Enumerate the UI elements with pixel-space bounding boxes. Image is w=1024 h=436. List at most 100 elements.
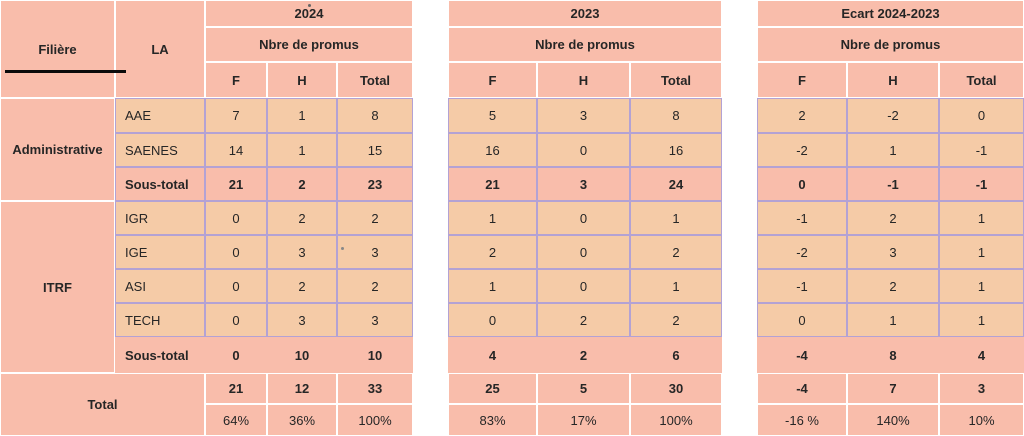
total-cell: 7: [847, 373, 939, 404]
table-cell: -2: [757, 235, 847, 269]
subtotal-cell: 2: [537, 337, 630, 373]
la-label-cell: IGR: [115, 201, 205, 235]
subtotal-cell: -4: [757, 337, 847, 373]
total-cell: 12: [267, 373, 337, 404]
table-cell: 16: [448, 133, 537, 167]
table-cell: 1: [267, 98, 337, 133]
table-cell: 2: [267, 269, 337, 303]
total-cell: 33: [337, 373, 413, 404]
total-percent-cell: 83%: [448, 404, 537, 436]
section-itrf-cell: ITRF: [0, 201, 115, 373]
table-cell: 15: [337, 133, 413, 167]
total-label-cell: Total: [0, 373, 205, 436]
group-subtitle-2024: Nbre de promus: [205, 27, 413, 62]
table-cell: -1: [757, 201, 847, 235]
table-cell: 2: [757, 98, 847, 133]
group-subtitle-ecart: Nbre de promus: [757, 27, 1024, 62]
col-header-total: Total: [630, 62, 722, 98]
la-label-cell: IGE: [115, 235, 205, 269]
subtotal-cell: 21: [448, 167, 537, 201]
la-label-cell: ASI: [115, 269, 205, 303]
table-cell: 3: [267, 235, 337, 269]
table-cell: 2: [847, 201, 939, 235]
table-cell: 1: [939, 303, 1024, 337]
subtotal-cell: -1: [847, 167, 939, 201]
total-cell: 21: [205, 373, 267, 404]
total-percent-cell: 140%: [847, 404, 939, 436]
total-percent-cell: -16 %: [757, 404, 847, 436]
table-cell: 1: [448, 269, 537, 303]
table-cell: 3: [537, 98, 630, 133]
total-percent-cell: 100%: [630, 404, 722, 436]
table-cell: 3: [847, 235, 939, 269]
table-cell: 0: [205, 303, 267, 337]
table-cell: 1: [939, 201, 1024, 235]
table-cell: 1: [267, 133, 337, 167]
subtotal-cell: 23: [337, 167, 413, 201]
group-subtitle-2023: Nbre de promus: [448, 27, 722, 62]
subtotal-cell: 8: [847, 337, 939, 373]
table-cell: 0: [205, 235, 267, 269]
table-cell: 0: [537, 235, 630, 269]
table-cell: 1: [939, 269, 1024, 303]
subtotal-cell: 4: [939, 337, 1024, 373]
col-header-h: H: [267, 62, 337, 98]
subtotal-cell: 3: [537, 167, 630, 201]
table-cell: 0: [537, 133, 630, 167]
subtotal-cell: 24: [630, 167, 722, 201]
la-header-cell: LA: [115, 0, 205, 98]
col-header-total: Total: [939, 62, 1024, 98]
table-cell: 1: [630, 269, 722, 303]
table-cell: 7: [205, 98, 267, 133]
table-cell: -1: [939, 133, 1024, 167]
table-cell: 8: [630, 98, 722, 133]
col-header-f: F: [205, 62, 267, 98]
table-cell: 16: [630, 133, 722, 167]
table-cell: 0: [448, 303, 537, 337]
table-cell: 2: [630, 303, 722, 337]
filiere-header-cell: Filière: [0, 0, 115, 98]
table-cell: 3: [337, 235, 413, 269]
dot-artifact: [308, 4, 311, 7]
table-cell: 1: [939, 235, 1024, 269]
la-label-cell: TECH: [115, 303, 205, 337]
subtotal-cell: 4: [448, 337, 537, 373]
table-cell: 0: [205, 201, 267, 235]
subtotal-cell: 10: [267, 337, 337, 373]
table-cell: 2: [448, 235, 537, 269]
table-cell: 3: [337, 303, 413, 337]
col-header-total: Total: [337, 62, 413, 98]
table-cell: -2: [757, 133, 847, 167]
total-percent-cell: 100%: [337, 404, 413, 436]
col-header-f: F: [757, 62, 847, 98]
subtotal-cell: 10: [337, 337, 413, 373]
group-title-2023: 2023: [448, 0, 722, 27]
total-cell: -4: [757, 373, 847, 404]
subtotal-cell: -1: [939, 167, 1024, 201]
table-cell: 1: [847, 303, 939, 337]
table-cell: 2: [337, 201, 413, 235]
table-cell: 1: [630, 201, 722, 235]
total-percent-cell: 17%: [537, 404, 630, 436]
total-percent-cell: 64%: [205, 404, 267, 436]
table-cell: 2: [847, 269, 939, 303]
table-cell: 2: [267, 201, 337, 235]
subtotal-cell: 6: [630, 337, 722, 373]
la-label-cell: AAE: [115, 98, 205, 133]
table-cell: 0: [939, 98, 1024, 133]
table-cell: -2: [847, 98, 939, 133]
subtotal-cell: 0: [205, 337, 267, 373]
col-header-h: H: [537, 62, 630, 98]
filiere-underline: [5, 70, 126, 73]
table-cell: 0: [205, 269, 267, 303]
table-cell: -1: [757, 269, 847, 303]
col-header-h: H: [847, 62, 939, 98]
total-cell: 25: [448, 373, 537, 404]
subtotal-cell: 0: [757, 167, 847, 201]
table-cell: 2: [630, 235, 722, 269]
col-header-f: F: [448, 62, 537, 98]
table-cell: 3: [267, 303, 337, 337]
table-cell: 0: [757, 303, 847, 337]
